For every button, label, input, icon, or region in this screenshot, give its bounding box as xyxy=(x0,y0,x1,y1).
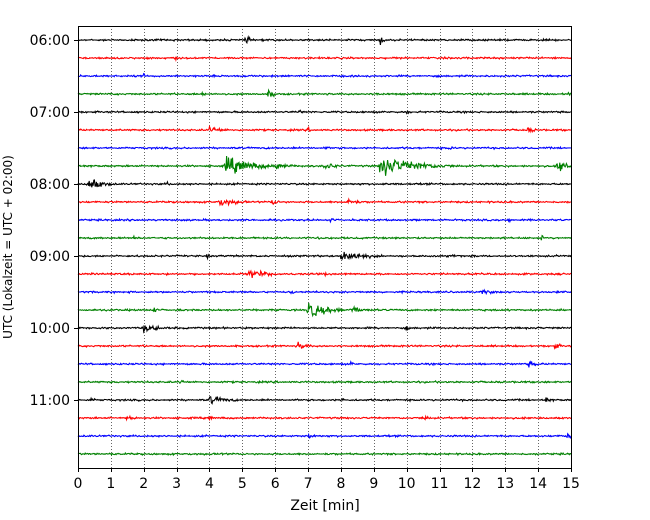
x-tick-label: 1 xyxy=(106,476,115,492)
seismic-trace xyxy=(77,72,572,79)
x-tick-label: 13 xyxy=(496,476,514,492)
x-tick-label: 5 xyxy=(238,476,247,492)
seismic-trace xyxy=(77,145,572,151)
x-tick-label: 3 xyxy=(172,476,181,492)
x-tick-label: 11 xyxy=(431,476,449,492)
seismic-trace xyxy=(78,124,572,134)
seismic-trace xyxy=(77,234,572,241)
seismic-trace xyxy=(78,217,572,224)
seismic-trace xyxy=(77,269,572,278)
x-tick-label: 7 xyxy=(304,476,313,492)
seismic-trace xyxy=(77,35,572,45)
seismic-trace xyxy=(78,109,572,115)
x-tick-label: 14 xyxy=(529,476,547,492)
seismic-trace xyxy=(77,155,572,176)
x-tick-label: 8 xyxy=(336,476,345,492)
x-tick-label: 2 xyxy=(139,476,148,492)
seismic-trace xyxy=(77,179,572,188)
seismic-trace xyxy=(77,55,572,63)
seismic-trace xyxy=(77,379,572,385)
seismic-trace xyxy=(77,360,572,368)
seismic-traces xyxy=(77,35,572,457)
seismic-trace xyxy=(77,302,572,318)
y-tick-label: 10:00 xyxy=(30,321,70,337)
seismic-trace xyxy=(77,432,572,440)
x-axis-label: Zeit [min] xyxy=(290,498,359,514)
x-tick-label: 0 xyxy=(74,476,83,492)
x-tick-label: 6 xyxy=(271,476,280,492)
y-tick-label: 08:00 xyxy=(30,177,70,193)
seismic-trace xyxy=(77,414,572,422)
seismic-trace xyxy=(77,396,572,405)
y-axis-label: UTC (Lokalzeit = UTC + 02:00) xyxy=(1,155,15,339)
x-tick-label: 9 xyxy=(369,476,378,492)
seismic-trace xyxy=(77,451,572,457)
y-tick-label: 07:00 xyxy=(30,105,70,121)
seismic-trace xyxy=(77,288,572,296)
seismic-trace xyxy=(77,197,572,207)
x-tick-label: 12 xyxy=(463,476,481,492)
grid-lines xyxy=(111,26,539,468)
seismic-trace xyxy=(77,324,572,334)
y-tick-label: 11:00 xyxy=(30,393,70,409)
x-tick-label: 10 xyxy=(398,476,416,492)
x-tick-label: 4 xyxy=(205,476,214,492)
seismic-trace xyxy=(77,251,572,261)
y-tick-label: 06:00 xyxy=(30,33,70,49)
seismic-trace xyxy=(77,341,572,350)
axis-ticks: 0 1 2 3 4 5 6 7 8 9 10 11 12 13 14 1506:0007:0008:0009:… xyxy=(30,33,580,492)
x-tick-label: 15 xyxy=(562,476,580,492)
plot-frame xyxy=(78,26,572,469)
y-tick-label: 09:00 xyxy=(30,249,70,265)
seismic-trace xyxy=(77,88,572,98)
